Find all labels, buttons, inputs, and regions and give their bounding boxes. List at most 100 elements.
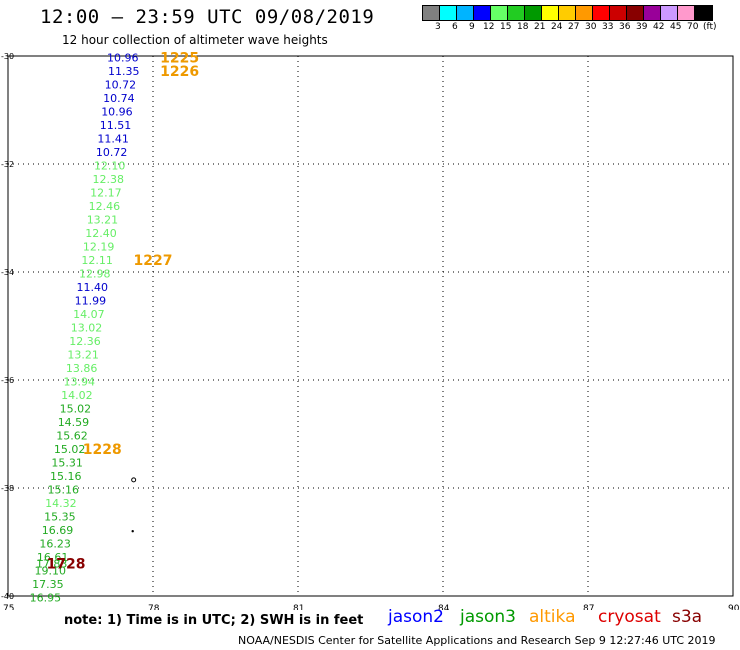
satellite-jason3-label: jason3 [460,607,516,627]
wave-height-value: 12.38 [93,173,125,186]
island-marker [131,530,134,533]
pass-time-label: 1225 [160,51,199,67]
chart-title: 12:00 — 23:59 UTC 09/08/2019 [40,6,375,28]
legend-label: 6 [452,22,458,32]
pass-time-label: 1228 [83,442,122,458]
wave-height-value: 11.41 [97,133,129,146]
wave-height-value: 12.98 [79,268,111,281]
wave-height-value: 15.16 [48,484,80,497]
wave-height-value: 10.74 [103,92,135,105]
wave-height-value: 12.40 [85,227,117,240]
legend-label: 45 [670,22,682,32]
wave-height-value: 13.86 [66,362,98,375]
legend-label: 3 [435,22,441,32]
legend-label: 30 [585,22,597,32]
units-note: note: 1) Time is in UTC; 2) SWH is in fe… [64,613,364,628]
wave-height-value: 16.23 [39,538,71,551]
legend-label: 12 [483,22,495,32]
longitude-label: 81 [293,604,304,610]
satellite-altika-label: altika [529,607,576,627]
latitude-label: -30 [1,52,14,61]
legend-swatch [423,6,440,20]
wave-height-value: 15.02 [60,403,92,416]
wave-height-value: 12.10 [94,160,126,173]
legend-label: 42 [653,22,665,32]
wave-height-value: 15.31 [51,457,83,470]
legend-swatch [576,6,593,20]
legend-swatch [542,6,559,20]
legend-label: 36 [619,22,631,32]
legend-swatch [525,6,542,20]
wave-height-value: 15.62 [56,430,88,443]
island-marker [131,477,137,483]
legend-swatch [593,6,610,20]
longitude-label: 78 [148,604,160,610]
wave-height-value: 15.02 [54,443,86,456]
latitude-label: -36 [1,376,14,385]
chart-subtitle: 12 hour collection of altimeter wave hei… [62,33,328,47]
wave-height-value: 17.83 [36,558,68,571]
legend-swatch [457,6,474,20]
wave-height-value: 11.40 [77,281,109,294]
longitude-label: 90 [728,604,740,610]
wave-height-value: 17.35 [32,578,64,591]
wave-height-value: 13.21 [67,349,99,362]
wave-height-value: 11.99 [75,295,107,308]
legend-label: 33 [602,22,614,32]
longitude-label: 84 [438,604,450,610]
satellite-jason2-label: jason2 [388,607,444,627]
wave-height-value: 16.95 [30,592,62,605]
footer-credit: NOAA/NESDIS Center for Satellite Applica… [238,634,716,647]
legend-label: 39 [636,22,648,32]
pass-time-label: 1227 [134,253,173,269]
legend-label: 21 [534,22,546,32]
wave-height-value: 16.69 [42,524,74,537]
legend-label: 9 [469,22,475,32]
legend-swatch [678,6,695,20]
satellite-cryosat-label: cryosat [598,607,661,627]
wave-height-value: 12.11 [81,254,113,267]
legend-swatch [474,6,491,20]
legend-swatch [644,6,661,20]
legend-label: 70 [687,22,699,32]
legend-swatch [627,6,644,20]
pass-time-label: 1226 [160,64,199,80]
wave-height-value: 15.16 [50,470,82,483]
longitude-label: 75 [3,604,14,610]
wave-height-value: 11.51 [100,119,132,132]
legend-label: 18 [517,22,529,32]
legend-swatch [508,6,525,20]
wave-height-value: 14.32 [45,497,77,510]
wave-height-value: 13.02 [71,322,103,335]
wave-height-value: 16.61 [37,551,69,564]
legend-label: 27 [568,22,580,32]
wave-height-value: 10.72 [96,146,128,159]
legend-label: (ft) [703,22,717,32]
pass-time-label: 1728 [47,557,86,573]
wave-height-value: 10.72 [105,79,137,92]
legend-swatch [559,6,576,20]
satellite-s3a-label: s3a [672,607,703,627]
latitude-label: -34 [1,268,14,277]
wave-height-value: 10.96 [101,106,133,119]
wave-height-value: 12.36 [69,335,101,348]
wave-height-value: 15.35 [44,511,76,524]
wave-height-value: 19.10 [35,565,67,578]
legend-swatch [661,6,678,20]
wave-height-value: 10.96 [107,52,139,65]
wave-height-value: 14.59 [58,416,90,429]
wave-height-value: 11.35 [108,65,140,78]
legend-swatch [695,6,712,20]
legend-label: 24 [551,22,563,32]
legend-swatch [491,6,508,20]
wave-height-value: 12.19 [83,241,115,254]
legend-swatch [610,6,627,20]
wave-height-value: 12.46 [89,200,121,213]
latitude-label: -40 [1,592,14,601]
legend-swatch [440,6,457,20]
latitude-label: -32 [1,160,14,169]
wave-height-value: 13.94 [64,376,96,389]
longitude-label: 87 [583,604,594,610]
wave-height-value: 14.07 [73,308,105,321]
